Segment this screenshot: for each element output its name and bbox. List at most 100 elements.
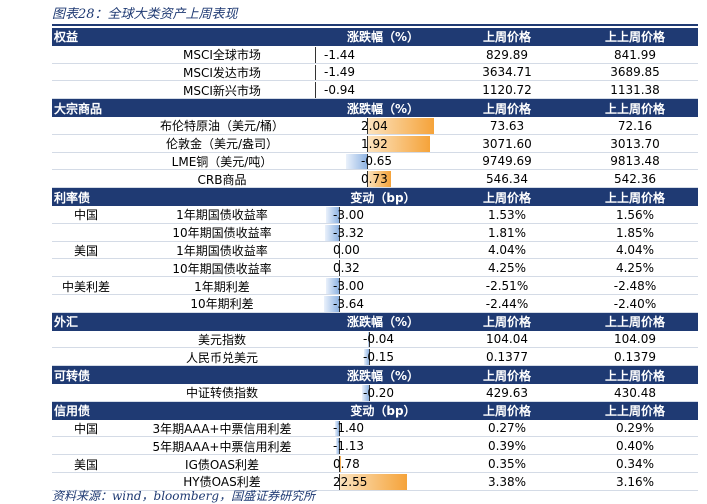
zero-axis — [315, 82, 316, 99]
row-divider — [52, 489, 698, 491]
change-bar — [334, 420, 339, 437]
prev-week-column-header: 上上周价格 — [604, 190, 665, 205]
zero-axis — [315, 64, 316, 81]
last-week-price: 0.27% — [487, 421, 527, 436]
prev-week-price: 9813.48 — [610, 154, 660, 169]
change-bar-cell — [324, 385, 442, 401]
change-bar — [324, 296, 339, 312]
row-divider — [52, 454, 698, 456]
table-row: 中国 1年期国债收益率 -3.00 1.53% 1.56% — [52, 206, 698, 224]
zero-axis — [367, 171, 368, 188]
change-bar-cell — [324, 331, 442, 348]
prev-week-price: 542.36 — [614, 172, 656, 187]
section-header: 利率债 变动（bp） 上周价格 上上周价格 — [52, 188, 698, 206]
row-name: MSCI新兴市场 — [183, 83, 261, 98]
change-value: 0.32 — [333, 261, 360, 276]
table-row: HY债OAS利差 22.55 3.38% 3.16% — [52, 473, 698, 491]
change-bar — [367, 118, 435, 134]
change-bar — [335, 438, 339, 455]
change-value: 1.92 — [361, 136, 388, 151]
prev-week-price: -2.40% — [613, 296, 657, 311]
change-bar — [339, 474, 407, 490]
row-divider — [52, 62, 698, 64]
zero-axis — [339, 260, 340, 277]
row-subgroup: 中国 — [73, 208, 98, 223]
change-bar — [367, 331, 369, 348]
zero-axis — [339, 278, 340, 294]
last-week-price: 1.53% — [487, 207, 527, 222]
row-divider — [52, 240, 698, 242]
table-row: 美国 1年期国债收益率 0.00 4.04% 4.04% — [52, 242, 698, 260]
section-name: 外汇 — [54, 315, 79, 330]
source-note: 资料来源：wind，bloomberg，国盛证券研究所 — [52, 489, 316, 503]
row-divider — [52, 187, 698, 189]
change-bar-cell — [324, 349, 442, 366]
prev-week-price: 0.34% — [615, 457, 655, 472]
row-name: 1年期国债收益率 — [176, 243, 268, 258]
last-week-price: 3071.60 — [482, 136, 532, 151]
last-week-price: 3634.71 — [482, 65, 532, 80]
prev-week-column-header: 上上周价格 — [604, 404, 665, 419]
table-row: MSCI新兴市场 -0.94 1120.72 1131.38 — [52, 81, 698, 99]
section-header: 可转债 涨跌幅（%） 上周价格 上上周价格 — [52, 366, 698, 384]
row-divider — [52, 294, 698, 295]
change-bar — [361, 385, 369, 401]
last-week-column-header: 上周价格 — [482, 101, 531, 116]
change-bar — [345, 153, 367, 170]
prev-week-price: 3.16% — [615, 474, 655, 489]
row-divider — [52, 311, 698, 313]
row-name: 10年期国债收益率 — [172, 226, 272, 241]
row-name: 伦敦金（美元/盎司） — [165, 137, 279, 152]
change-column-header: 变动（bp） — [350, 404, 416, 419]
prev-week-price: 72.16 — [617, 118, 653, 133]
prev-week-column-header: 上上周价格 — [604, 315, 665, 330]
change-value: -3.00 — [333, 207, 365, 222]
last-week-price: -2.51% — [485, 279, 529, 294]
title-rule — [52, 24, 698, 26]
zero-axis — [367, 135, 368, 152]
last-week-price: 73.63 — [489, 118, 525, 133]
row-subgroup: 美国 — [73, 243, 98, 258]
row-subgroup: 美国 — [73, 457, 98, 472]
change-bar-cell — [324, 224, 442, 241]
change-bar — [367, 135, 431, 152]
change-bar — [326, 278, 339, 294]
table-row: MSCI发达市场 -1.49 3634.71 3689.85 — [52, 64, 698, 82]
zero-axis — [339, 420, 340, 437]
table-row: LME铜（美元/吨） -0.65 9749.69 9813.48 — [52, 153, 698, 171]
prev-week-column-header: 上上周价格 — [604, 368, 665, 383]
zero-axis — [367, 118, 368, 134]
last-week-column-header: 上周价格 — [482, 404, 531, 419]
row-divider — [52, 133, 698, 135]
prev-week-column-header: 上上周价格 — [604, 30, 665, 45]
prev-week-price: 841.99 — [614, 47, 656, 62]
zero-axis — [339, 438, 340, 455]
row-name: MSCI全球市场 — [183, 48, 261, 63]
section-header: 大宗商品 涨跌幅（%） 上周价格 上上周价格 — [52, 99, 698, 117]
row-name: HY债OAS利差 — [183, 475, 261, 490]
prev-week-price: 0.29% — [615, 421, 655, 436]
row-divider — [52, 169, 698, 171]
prev-week-price: -2.48% — [613, 279, 657, 294]
zero-axis — [369, 331, 370, 348]
zero-axis — [339, 224, 340, 241]
last-week-column-header: 上周价格 — [482, 30, 531, 45]
change-value: 0.78 — [333, 457, 360, 472]
prev-week-price: 0.1379 — [614, 350, 656, 365]
row-divider — [52, 276, 698, 278]
change-bar-cell — [324, 296, 442, 312]
last-week-price: 4.04% — [487, 243, 527, 258]
last-week-column-header: 上周价格 — [482, 190, 531, 205]
table-row: 布伦特原油（美元/桶） 2.04 73.63 72.16 — [52, 117, 698, 135]
last-week-price: 0.1377 — [486, 350, 528, 365]
figure-title: 图表28：全球大类资产上周表现 — [52, 7, 238, 22]
change-value: -0.04 — [363, 332, 395, 347]
table-row: 中国 3年期AAA+中票信用利差 -1.40 0.27% 0.29% — [52, 420, 698, 438]
last-week-price: 829.89 — [486, 47, 528, 62]
change-bar-cell — [324, 171, 442, 188]
last-week-price: 1120.72 — [482, 83, 532, 98]
change-bar-cell — [315, 64, 442, 81]
change-value: -1.13 — [333, 439, 365, 454]
last-week-price: 3.38% — [487, 474, 527, 489]
prev-week-price: 1.85% — [615, 225, 655, 240]
